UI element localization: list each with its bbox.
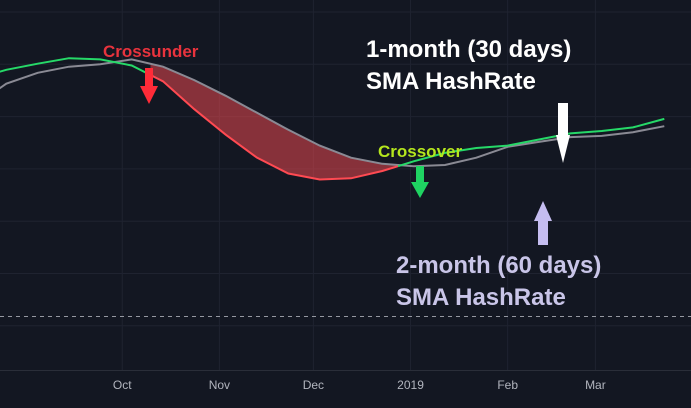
series-line-sma60 xyxy=(0,58,665,168)
sma2-label-line1: 2-month (60 days) xyxy=(396,252,602,279)
crossover-label: Crossover xyxy=(378,142,463,161)
crossunder-label: Crossunder xyxy=(103,42,199,61)
x-tick-label: Dec xyxy=(303,378,324,392)
x-tick-label: 2019 xyxy=(397,378,424,392)
crossunder-arrow xyxy=(140,68,158,104)
crossover-arrow xyxy=(411,166,429,198)
x-tick-label: Oct xyxy=(113,378,132,392)
sma2-label: 2-month (60 days) SMA HashRate xyxy=(396,250,601,314)
x-axis-ticks: Oct Nov Dec 2019 Feb Mar xyxy=(113,378,606,392)
sma2-pointer-arrow xyxy=(534,201,552,245)
series-line-sma30-after xyxy=(397,117,665,168)
sma2-label-line2: SMA HashRate xyxy=(396,284,566,311)
sma1-pointer-arrow xyxy=(556,103,570,163)
series-lines xyxy=(0,57,665,181)
series-line-sma30-below xyxy=(150,74,399,181)
sma1-label: 1-month (30 days) SMA HashRate xyxy=(366,34,571,98)
arrows xyxy=(140,68,570,245)
sma1-label-line2: SMA HashRate xyxy=(366,68,536,95)
crossunder-fill-region xyxy=(150,63,397,180)
x-tick-label: Nov xyxy=(209,378,230,392)
series-line-sma30 xyxy=(0,57,151,76)
sma1-label-line1: 1-month (30 days) xyxy=(366,36,572,63)
x-tick-label: Feb xyxy=(497,378,518,392)
x-tick-label: Mar xyxy=(585,378,606,392)
